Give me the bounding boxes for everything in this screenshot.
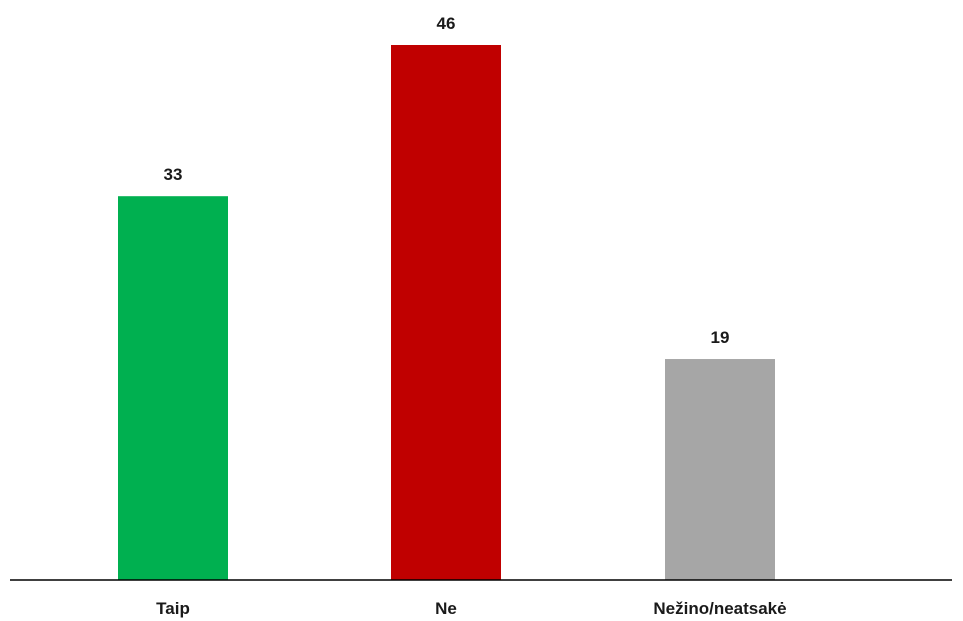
category-label-1: Taip bbox=[156, 599, 190, 618]
data-label-2: 46 bbox=[437, 14, 456, 33]
category-label-2: Ne bbox=[435, 599, 457, 618]
bar-3 bbox=[665, 359, 775, 580]
data-label-1: 33 bbox=[164, 165, 183, 184]
bar-1 bbox=[118, 196, 228, 580]
category-labels-group: Taip Ne Nežino/neatsakė bbox=[156, 599, 786, 618]
bar-2 bbox=[391, 45, 501, 580]
data-label-3: 19 bbox=[711, 328, 730, 347]
bars-group bbox=[118, 45, 775, 580]
category-label-3: Nežino/neatsakė bbox=[653, 599, 786, 618]
